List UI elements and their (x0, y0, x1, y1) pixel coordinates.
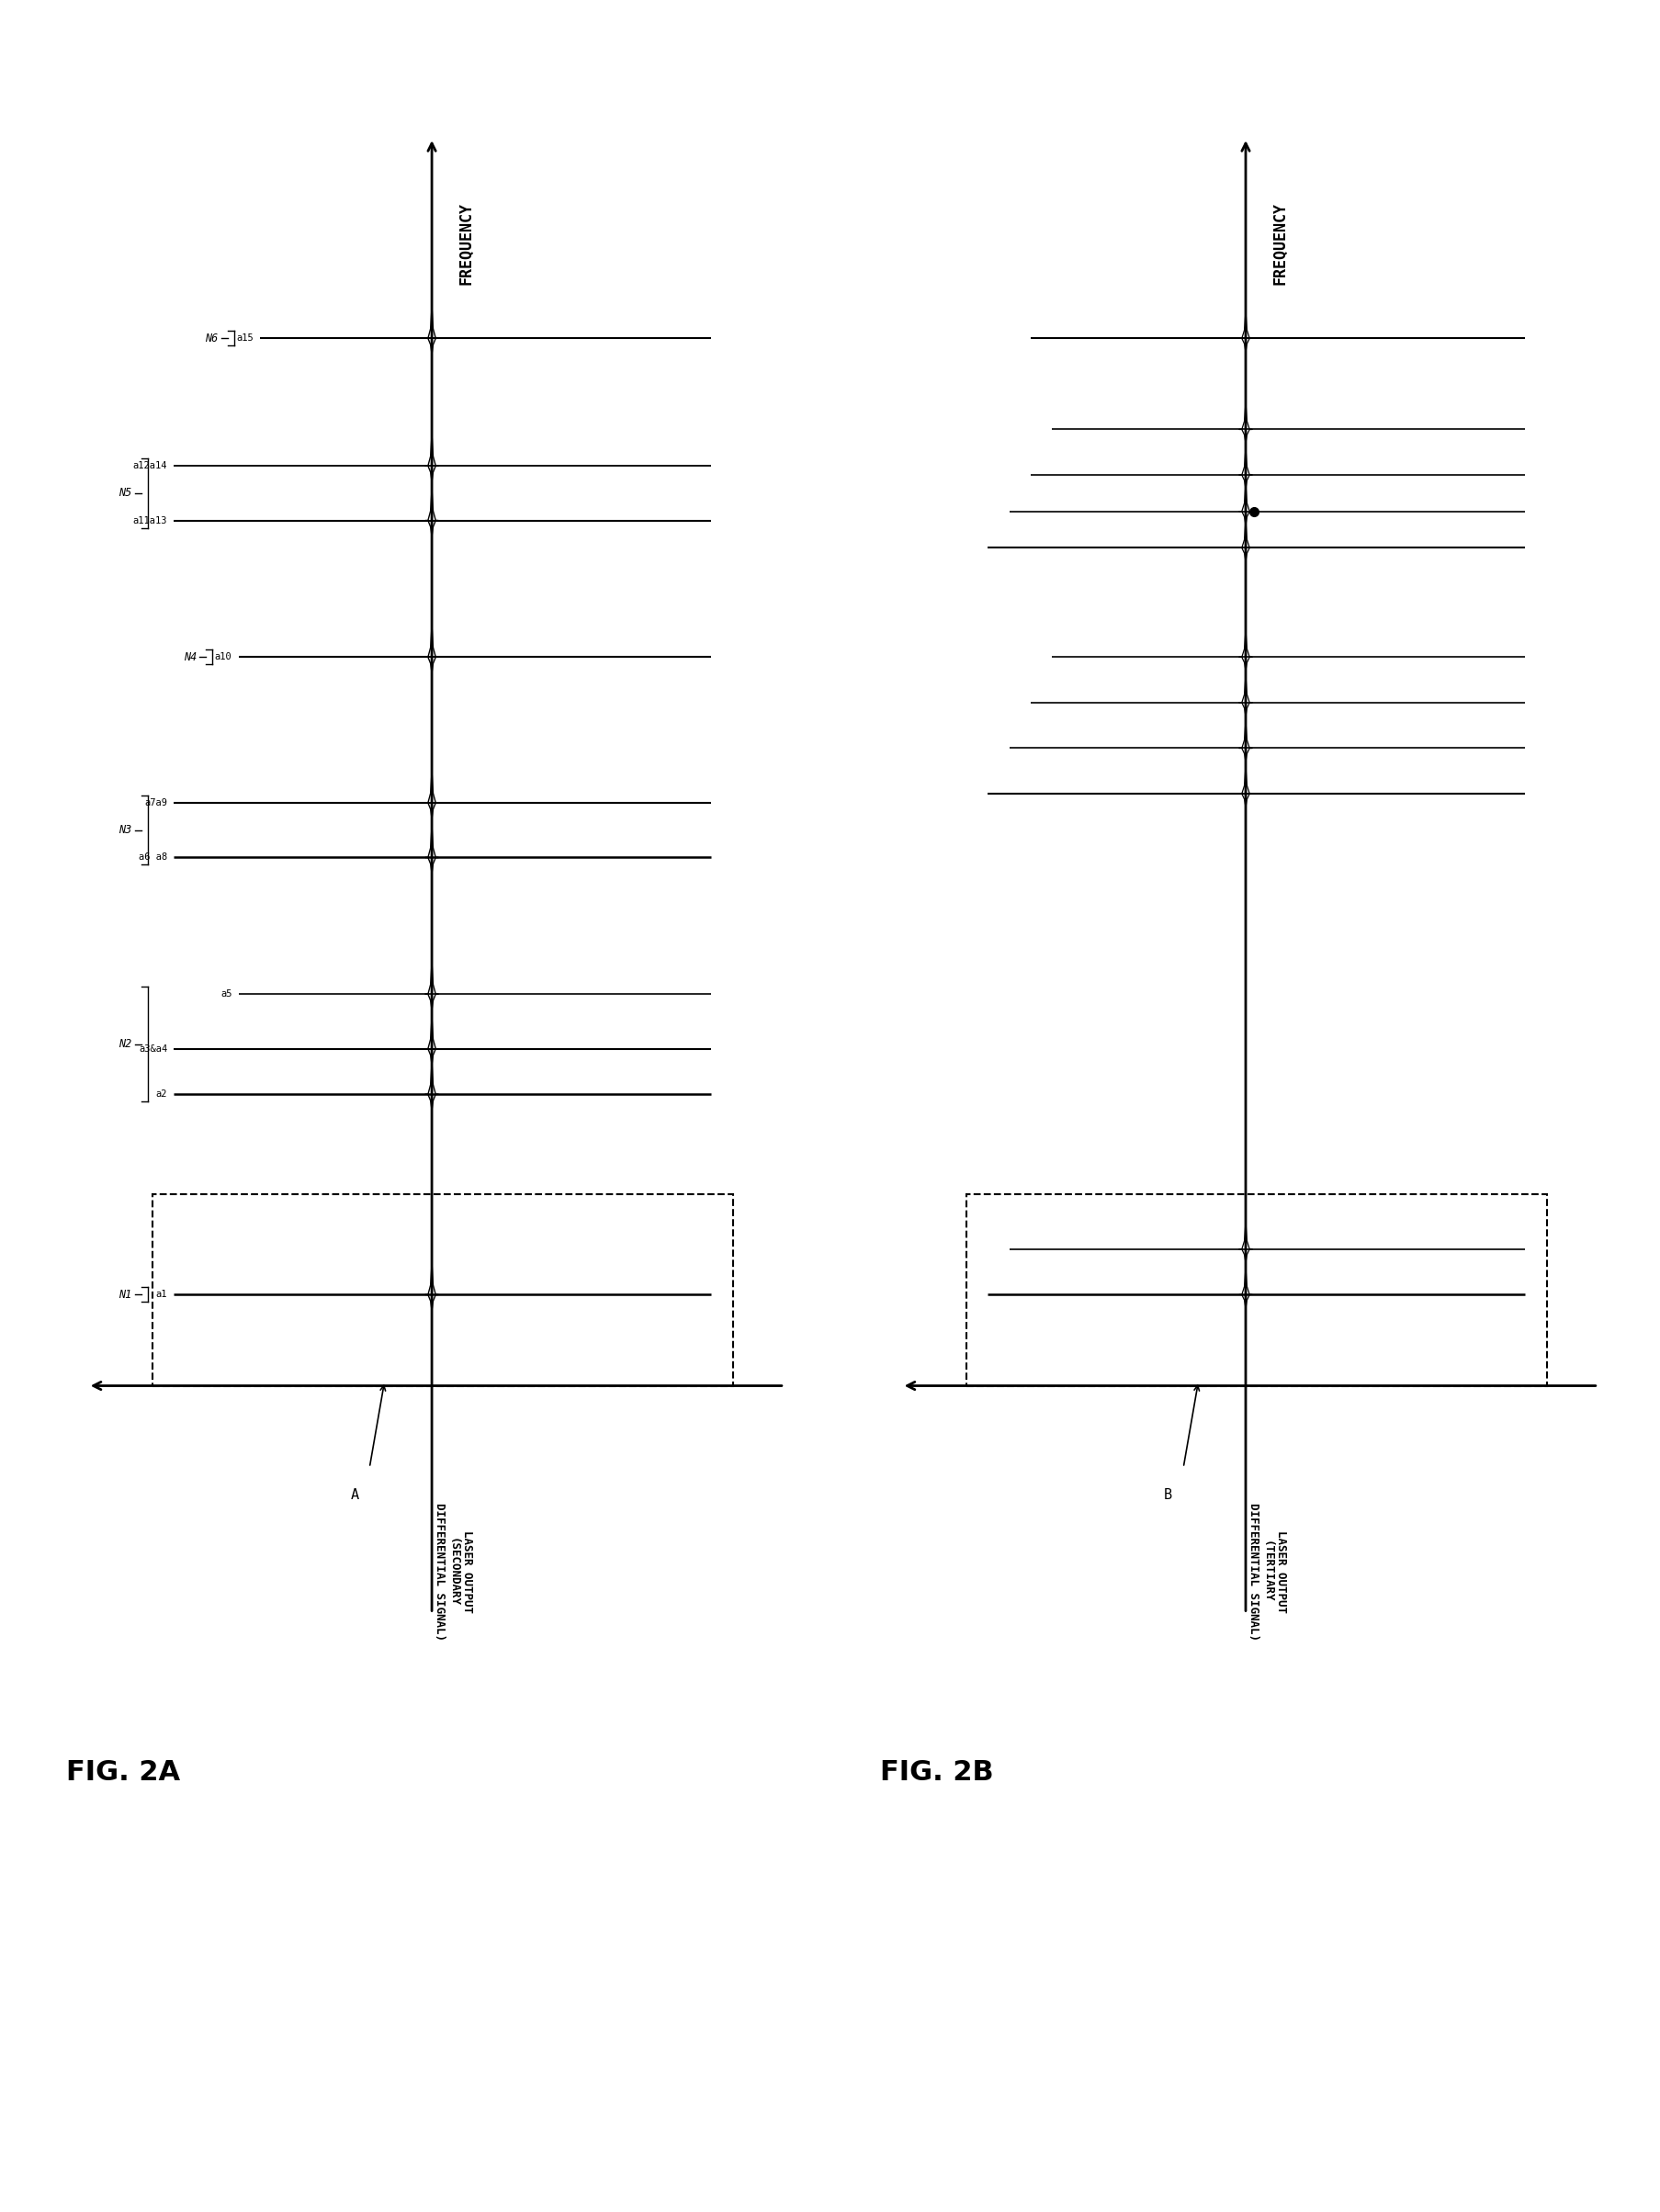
Text: a12a14: a12a14 (133, 462, 168, 471)
Text: A: A (350, 1489, 359, 1502)
Text: FIG. 2A: FIG. 2A (66, 1759, 181, 1785)
Text: N5: N5 (120, 487, 131, 500)
Text: FREQUENCY: FREQUENCY (1272, 201, 1286, 285)
Text: a6 a8: a6 a8 (139, 854, 168, 863)
Text: LASER OUTPUT
(SECONDARY
DIFFERENTIAL SIGNAL): LASER OUTPUT (SECONDARY DIFFERENTIAL SIG… (433, 1502, 473, 1641)
Text: N4: N4 (183, 650, 196, 664)
Text: a7a9: a7a9 (144, 799, 168, 807)
Text: LASER OUTPUT
(TERTIARY
DIFFERENTIAL SIGNAL): LASER OUTPUT (TERTIARY DIFFERENTIAL SIGN… (1247, 1502, 1286, 1641)
Text: a15: a15 (236, 334, 254, 343)
Text: a1: a1 (156, 1290, 168, 1298)
Text: N3: N3 (120, 825, 131, 836)
Text: N1: N1 (120, 1290, 131, 1301)
Text: B: B (1164, 1489, 1172, 1502)
Text: N2: N2 (120, 1037, 131, 1051)
Bar (153, 1194, 732, 1385)
Text: a3&a4: a3&a4 (139, 1044, 168, 1053)
Text: FIG. 2B: FIG. 2B (880, 1759, 993, 1785)
Text: N6: N6 (204, 332, 217, 345)
Text: FREQUENCY: FREQUENCY (458, 201, 473, 285)
Text: a2: a2 (156, 1091, 168, 1099)
Text: a11a13: a11a13 (133, 515, 168, 524)
Text: a5: a5 (221, 989, 232, 998)
Bar (966, 1194, 1545, 1385)
Text: a10: a10 (214, 653, 232, 661)
